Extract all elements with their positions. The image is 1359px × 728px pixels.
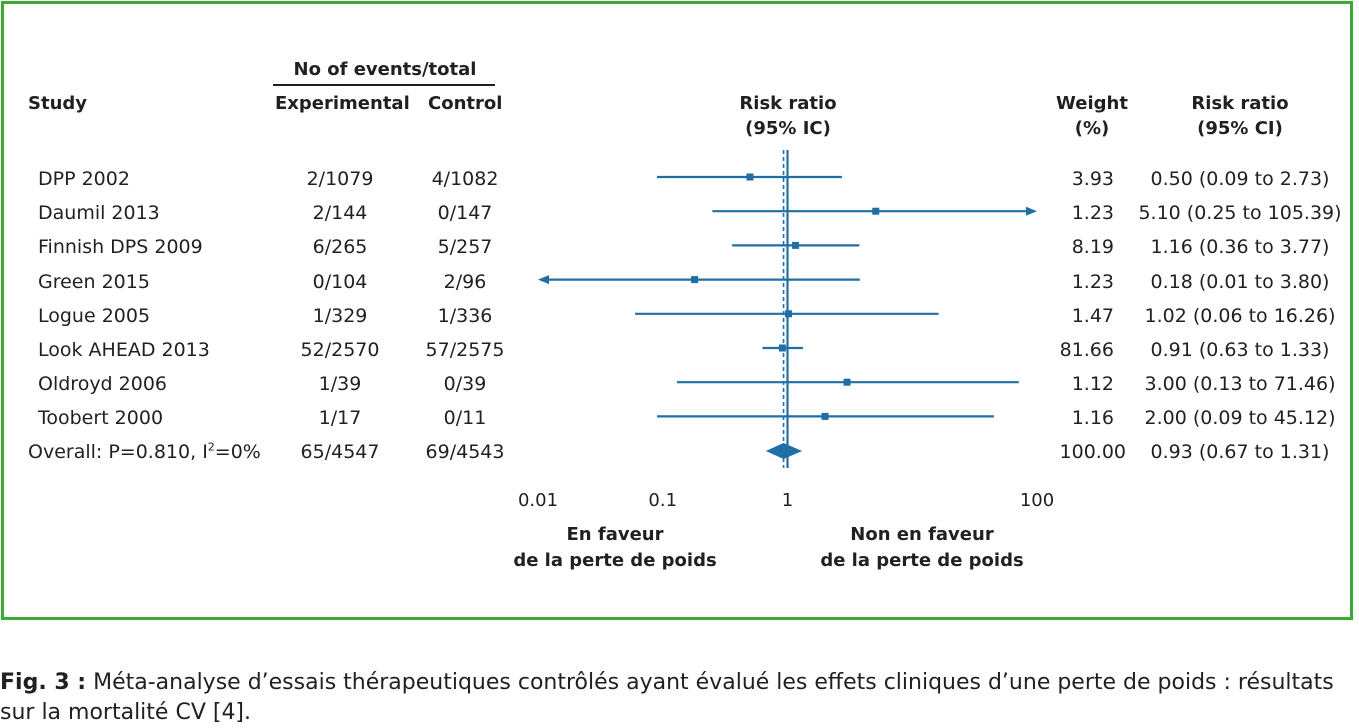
row-experimental: 2/144 — [312, 202, 368, 225]
row-control: 1/336 — [437, 304, 493, 327]
row-rr-ci: 1.16 (0.36 to 3.77) — [1150, 236, 1330, 259]
point-estimate — [746, 173, 754, 181]
figure-caption: Fig. 3 : Méta-analyse d’essais thérapeut… — [0, 668, 1359, 728]
row-study: Toobert 2000 — [38, 407, 164, 430]
ci-arrow-left — [538, 275, 549, 285]
point-estimate — [792, 241, 800, 249]
row-control: 0/39 — [443, 373, 487, 396]
row-weight: 1.23 — [1071, 270, 1114, 293]
row-weight: 1.23 — [1071, 202, 1114, 225]
overall-label-suffix: =0% — [214, 441, 261, 463]
row-experimental: 52/2570 — [300, 339, 380, 361]
x-tick-label: 100 — [1020, 490, 1054, 511]
favour-right-line2: de la perte de poids — [820, 550, 1024, 571]
experimental-header: Experimental — [275, 93, 410, 114]
row-rr-ci: 0.18 (0.01 to 3.80) — [1150, 270, 1330, 293]
overall-diamond — [765, 443, 803, 459]
weight-header-line2: (%) — [1074, 118, 1110, 139]
row-weight: 1.47 — [1071, 304, 1114, 327]
caption-fig-label: Fig. 3 : — [0, 670, 87, 695]
row-study: Finnish DPS 2009 — [38, 236, 203, 259]
overall-rr-ci: 0.93 (0.67 to 1.31) — [1150, 441, 1330, 463]
x-tick-label: 0.01 — [518, 490, 558, 511]
rr-ci-header-line1: Risk ratio — [1191, 93, 1289, 114]
row-control: 57/2575 — [425, 339, 505, 361]
row-study: DPP 2002 — [38, 168, 130, 190]
overall-weight: 100.00 — [1059, 441, 1126, 463]
row-control: 5/257 — [437, 236, 493, 259]
row-weight: 1.16 — [1071, 407, 1114, 430]
favour-left-line1: En faveur — [566, 524, 664, 545]
ci-arrow-right — [1026, 206, 1037, 216]
row-weight: 1.12 — [1071, 373, 1114, 396]
row-weight: 3.93 — [1071, 168, 1114, 190]
overall-label-prefix: Overall: P=0.810, I — [28, 441, 208, 463]
favour-left-line2: de la perte de poids — [513, 550, 717, 571]
row-experimental: 1/39 — [318, 373, 362, 396]
point-estimate — [778, 344, 786, 352]
study-header: Study — [28, 93, 88, 114]
row-study: Daumil 2013 — [38, 202, 160, 225]
point-estimate — [821, 412, 829, 420]
row-rr-ci: 1.02 (0.06 to 16.26) — [1144, 304, 1336, 327]
row-rr-ci: 0.91 (0.63 to 1.33) — [1150, 339, 1330, 361]
row-experimental: 1/329 — [312, 304, 368, 327]
row-control: 0/147 — [437, 202, 493, 225]
rr-ci-header-line2: (95% CI) — [1197, 118, 1283, 139]
overall-label-sup: 2 — [207, 440, 215, 454]
row-rr-ci: 3.00 (0.13 to 71.46) — [1144, 373, 1336, 396]
caption-text: Méta-analyse d’essais thérapeutiques con… — [0, 670, 1334, 725]
row-study: Logue 2005 — [38, 304, 151, 327]
point-estimate — [872, 207, 880, 215]
weight-header-line1: Weight — [1056, 93, 1128, 114]
row-control: 4/1082 — [431, 168, 499, 190]
x-tick-label: 1 — [782, 490, 793, 511]
row-control: 0/11 — [443, 407, 487, 430]
row-experimental: 2/1079 — [306, 168, 374, 190]
row-experimental: 6/265 — [312, 236, 368, 259]
row-weight: 8.19 — [1071, 236, 1114, 259]
rr-plot-header-line2: (95% IC) — [745, 118, 831, 139]
x-tick-label: 0.1 — [648, 490, 677, 511]
point-estimate — [785, 310, 793, 318]
rr-plot-header-line1: Risk ratio — [739, 93, 837, 114]
row-rr-ci: 2.00 (0.09 to 45.12) — [1144, 407, 1336, 430]
figure-frame — [1, 1, 1353, 620]
events-group-header: No of events/total — [293, 59, 477, 80]
row-study: Look AHEAD 2013 — [38, 339, 210, 361]
row-experimental: 1/17 — [318, 407, 362, 430]
row-rr-ci: 0.50 (0.09 to 2.73) — [1150, 168, 1330, 190]
row-rr-ci: 5.10 (0.25 to 105.39) — [1138, 202, 1342, 225]
overall-experimental: 65/4547 — [300, 441, 380, 463]
favour-right-line1: Non en faveur — [850, 524, 994, 545]
point-estimate — [843, 378, 851, 386]
events-group-underline — [273, 84, 495, 86]
row-study: Oldroyd 2006 — [38, 373, 168, 396]
overall-label: Overall: P=0.810, I2=0% — [28, 441, 261, 463]
row-experimental: 0/104 — [312, 270, 368, 293]
overall-control: 69/4543 — [425, 441, 505, 463]
point-estimate — [691, 276, 699, 284]
row-weight: 81.66 — [1059, 339, 1114, 361]
control-header: Control — [428, 93, 503, 114]
row-control: 2/96 — [443, 270, 487, 293]
row-study: Green 2015 — [38, 270, 150, 293]
